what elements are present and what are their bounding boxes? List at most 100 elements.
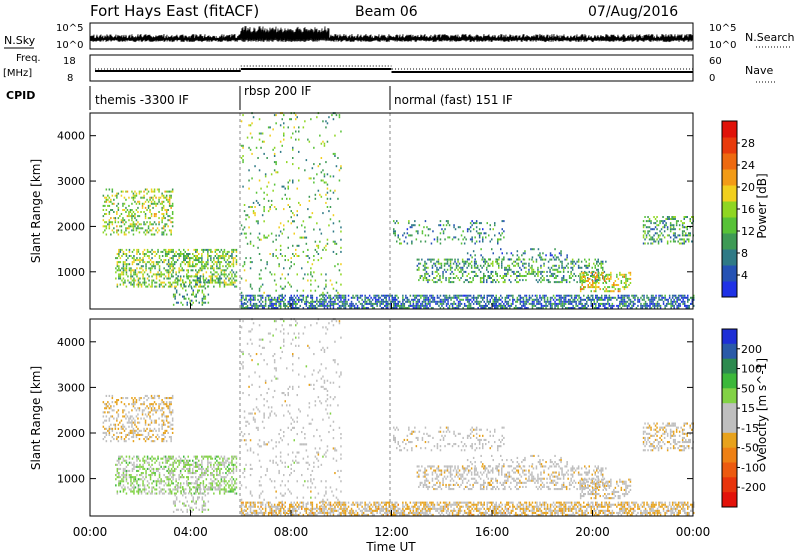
power-cell [509, 258, 511, 261]
power-cell [610, 298, 612, 301]
power-cell [408, 222, 410, 225]
power-cell [656, 304, 659, 307]
power-cell [179, 263, 182, 266]
velocity-cell [170, 436, 172, 439]
power-cell [671, 296, 674, 299]
power-cell [108, 225, 111, 228]
power-cell [650, 220, 652, 223]
power-cell [149, 209, 151, 211]
power-cell [519, 279, 521, 282]
power-cell [370, 296, 372, 299]
power-cell [195, 299, 197, 302]
velocity-cell [111, 436, 114, 439]
power-cell [593, 262, 595, 265]
power-cell [514, 264, 517, 267]
power-cell [242, 146, 244, 149]
power-cell [471, 256, 473, 259]
power-cell [153, 202, 156, 205]
power-cell [141, 204, 144, 207]
power-cell [664, 296, 666, 299]
power-cell [314, 300, 317, 303]
power-cell [365, 300, 368, 303]
power-cell [225, 255, 227, 257]
power-cell [338, 300, 341, 303]
velocity-cell [152, 409, 154, 412]
power-cell [683, 226, 685, 229]
power-cell [416, 268, 419, 271]
power-cell [652, 294, 654, 297]
power-cell [118, 269, 120, 272]
velocity-cell [149, 457, 152, 460]
power-cell [416, 258, 419, 261]
power-cell [320, 142, 323, 145]
power-cell [338, 307, 341, 309]
power-cell [631, 300, 633, 303]
power-cell [317, 253, 320, 255]
power-cell [492, 252, 494, 255]
power-cell [513, 307, 516, 309]
power-cell [141, 206, 144, 209]
power-cell [598, 286, 600, 289]
power-cell [423, 296, 425, 299]
power-cell [120, 221, 123, 224]
velocity-cell [128, 403, 130, 406]
power-cell [142, 277, 144, 280]
power-cell [685, 304, 687, 307]
power-cell [296, 226, 298, 229]
power-cell [161, 227, 163, 230]
velocity-cell [155, 429, 157, 432]
velocity-cell [104, 407, 106, 410]
power-cell [338, 296, 341, 299]
power-cell [349, 307, 351, 309]
power-cell [335, 165, 338, 168]
power-cell [436, 296, 439, 299]
power-cell [183, 297, 185, 300]
power-cell [263, 291, 265, 294]
velocity-cell [135, 401, 138, 404]
power-cell [460, 277, 462, 279]
power-cell [625, 280, 627, 282]
power-cell [214, 281, 217, 284]
power-cell [394, 232, 396, 235]
power-cell [684, 294, 686, 297]
power-cell [134, 225, 136, 228]
power-cell [308, 177, 311, 180]
velocity-cell [155, 467, 158, 470]
power-cell [460, 298, 463, 301]
power-cell [421, 232, 424, 235]
power-cell [540, 256, 543, 259]
velocity-cell [145, 459, 147, 462]
power-cell [651, 242, 654, 245]
power-cell [669, 222, 672, 225]
power-cell [538, 279, 541, 282]
power-cell [319, 134, 321, 137]
power-cell [423, 307, 425, 309]
velocity-cell [152, 469, 155, 472]
power-cell [140, 196, 142, 199]
power-cell [175, 255, 177, 257]
power-cell [467, 262, 470, 265]
power-cell [686, 234, 688, 237]
power-cell [489, 294, 491, 297]
power-cell [549, 300, 552, 303]
power-cell [102, 225, 105, 228]
power-cell [217, 259, 220, 262]
velocity-cell [173, 474, 176, 477]
power-cell [245, 214, 247, 217]
power-cell [586, 273, 588, 276]
power-cell [685, 232, 687, 235]
power-cell [563, 304, 565, 307]
power-cell [332, 240, 335, 243]
power-cell [116, 269, 119, 272]
power-cell [343, 296, 345, 299]
power-cell [183, 281, 185, 284]
power-cell [500, 248, 502, 251]
power-cell [180, 301, 182, 304]
power-cell [150, 233, 153, 236]
velocity-cell [193, 472, 195, 475]
power-cell [170, 275, 173, 278]
power-cell [118, 275, 120, 278]
power-cell [108, 211, 111, 213]
velocity-cell [122, 488, 125, 491]
